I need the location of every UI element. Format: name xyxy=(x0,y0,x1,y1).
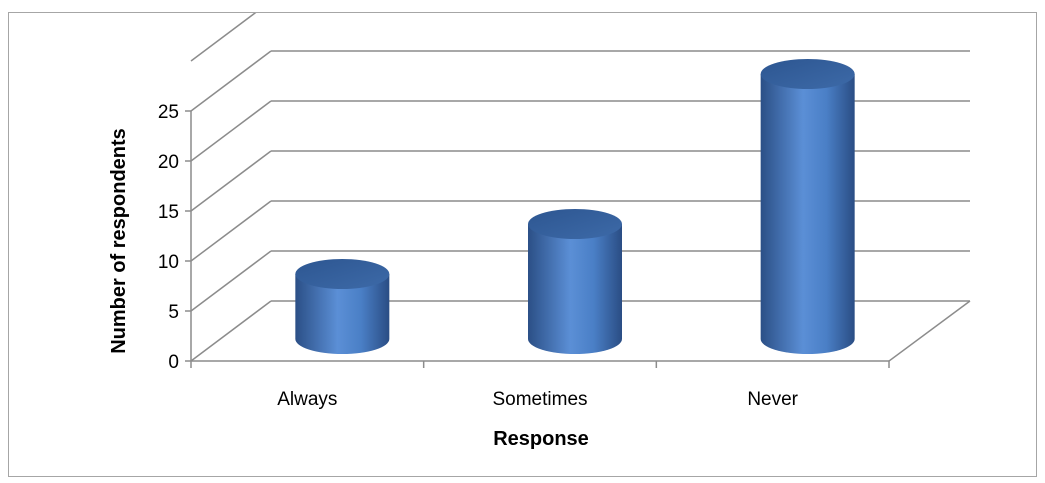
bar-top xyxy=(295,259,390,289)
y-tick-label: 5 xyxy=(168,302,179,323)
side-gridline xyxy=(190,100,272,162)
floor-edge xyxy=(888,300,971,362)
bar-body xyxy=(295,274,390,354)
chart-frame: 0 5 10 15 20 25 Always Sometimes Never Response… xyxy=(8,12,1037,477)
y-axis-title: Number of respondents xyxy=(108,128,130,354)
x-axis-title: Response xyxy=(493,428,589,450)
y-tick-label: 15 xyxy=(158,202,179,223)
y-tick-label: 20 xyxy=(158,152,179,173)
y-tick-labels: 0 5 10 15 20 25 xyxy=(158,102,179,373)
side-gridline xyxy=(190,200,272,262)
side-gridline xyxy=(190,50,272,112)
y-tick-label: 25 xyxy=(158,102,179,123)
side-gridline xyxy=(190,150,272,212)
y-tick-label: 10 xyxy=(158,252,179,273)
side-gridline xyxy=(190,300,272,362)
bar-body xyxy=(528,224,622,354)
x-tick-labels: Always Sometimes Never xyxy=(277,389,798,410)
x-tick-label: Never xyxy=(747,389,798,410)
x-tick-label: Always xyxy=(277,389,337,410)
bar-never xyxy=(760,59,855,354)
bar-top xyxy=(760,59,855,89)
gridlines xyxy=(190,13,970,362)
axes xyxy=(185,110,971,368)
bar-sometimes xyxy=(528,209,622,354)
side-gridline xyxy=(190,13,257,62)
bar-always xyxy=(295,259,390,354)
y-tick-label: 0 xyxy=(168,352,179,373)
x-tick-label: Sometimes xyxy=(492,389,587,410)
bars xyxy=(295,59,855,354)
bar-chart: 0 5 10 15 20 25 Always Sometimes Never Response… xyxy=(108,13,971,450)
bar-top xyxy=(528,209,622,239)
side-gridline xyxy=(190,250,272,312)
bar-body xyxy=(760,74,855,354)
